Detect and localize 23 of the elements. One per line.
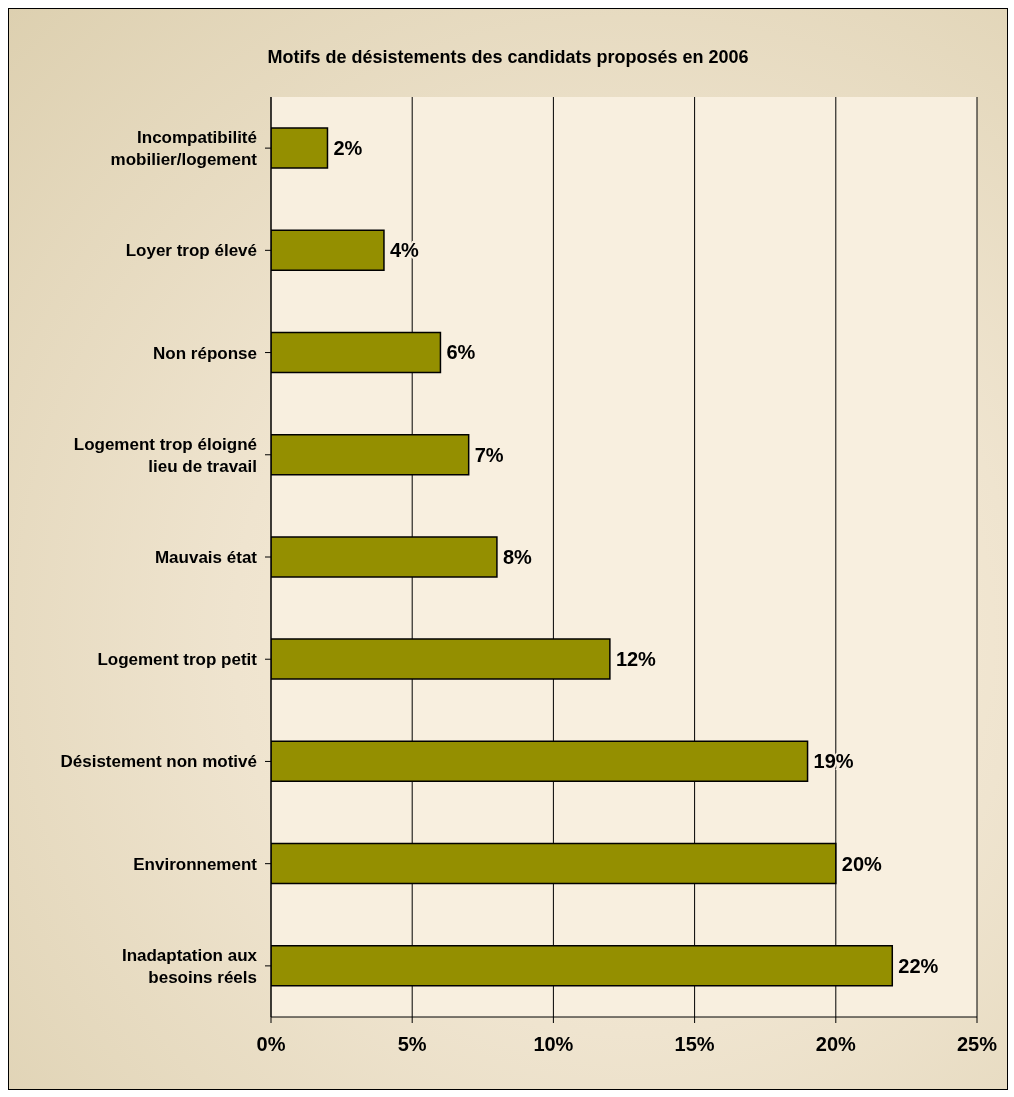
y-tick-label: Non réponse	[153, 343, 257, 363]
y-tick-label: Logement trop éloigné lieu de travail	[73, 434, 257, 476]
data-label: 22%	[898, 954, 939, 977]
data-label: 8%	[502, 545, 533, 568]
data-label: 6%	[446, 341, 476, 364]
y-tick-label: Environnement	[133, 854, 258, 874]
data-label: 2%	[333, 137, 363, 159]
y-tick-label: Désistement non motivé	[60, 752, 257, 772]
x-tick-label: 0%	[256, 1033, 286, 1056]
x-tick-label: 15%	[674, 1033, 715, 1056]
y-tick-label: Mauvais état	[154, 548, 258, 567]
x-tick-label: 5%	[397, 1033, 427, 1056]
x-tick-label: 20%	[815, 1033, 857, 1056]
y-tick-label: Inadaptation aux besoins réels	[121, 945, 258, 987]
data-label: 20%	[841, 852, 883, 875]
data-label: 12%	[615, 648, 657, 671]
x-tick-label: 10%	[533, 1033, 574, 1056]
chart-title: Motifs de désistements des candidats proposés en 2006	[266, 46, 750, 69]
y-tick-label: Incompatibilité mobilier/logement	[110, 128, 258, 170]
x-tick-label: 25%	[956, 1033, 998, 1056]
y-tick-label: Loyer trop élevé	[125, 241, 257, 261]
data-label: 7%	[474, 443, 504, 466]
y-tick-label: Logement trop petit	[97, 650, 258, 670]
